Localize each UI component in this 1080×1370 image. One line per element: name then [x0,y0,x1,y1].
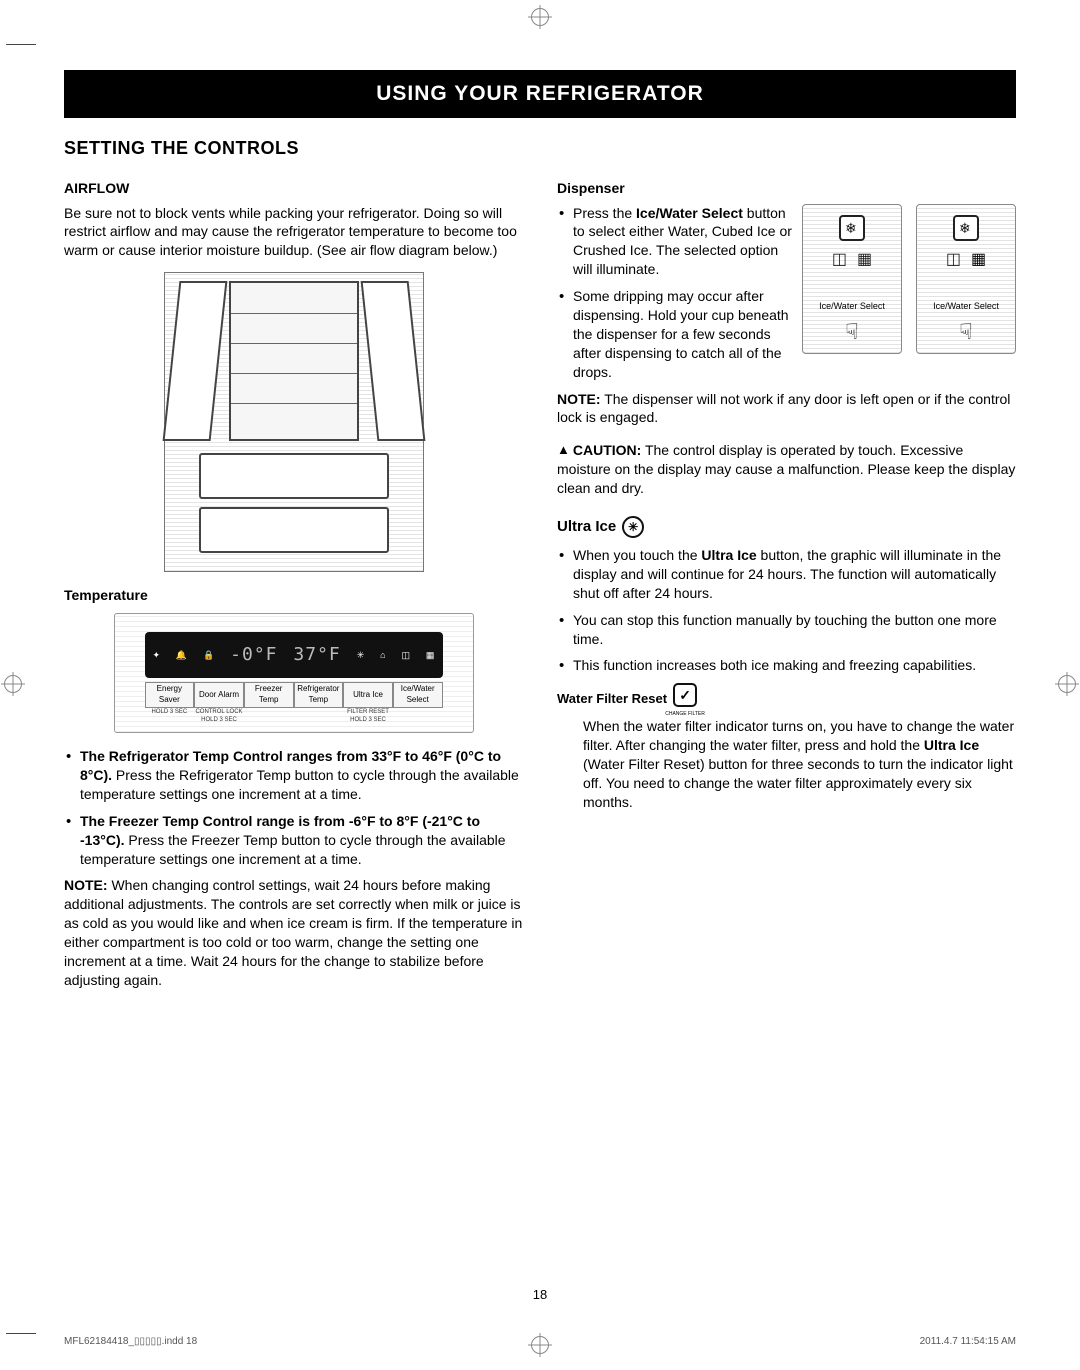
ultra-bullet-3: This function increases both ice making … [557,656,1016,675]
label-ultra: Ultra Ice [343,682,393,708]
filter-icon-tiny: CHANGE FILTER [665,711,705,718]
right-column: Dispenser ◫▦ Ice/Water Select ☟ ◫▦ Ice/W… [557,169,1016,998]
ultra-b1a: When you touch the [573,547,701,563]
ultra-ice-bullets: When you touch the Ultra Ice button, the… [557,546,1016,675]
footer-right: 2011.4.7 11:54:15 AM [920,1335,1016,1349]
footer: MFL62184418_▯▯▯▯▯.indd 18 2011.4.7 11:54… [64,1335,1016,1349]
temp-note-text: When changing control settings, wait 24 … [64,877,522,987]
panel-fridge-temp: 37°F [293,643,340,667]
ultra-bullet-1: When you touch the Ultra Ice button, the… [557,546,1016,603]
label-fridge: Refrigerator Temp [294,682,344,708]
sub-2 [244,708,294,722]
panel-freezer-temp: -0°F [230,643,277,667]
sub-4: FILTER RESET HOLD 3 SEC [343,708,393,722]
temp-bullet-1-rest: Press the Refrigerator Temp button to cy… [80,767,519,802]
panel-energy-icon: ✦ [152,649,160,661]
control-labels: Energy Saver Door Alarm Freezer Temp Ref… [145,682,443,708]
temp-note-label: NOTE: [64,877,108,893]
temp-bullet-1: The Refrigerator Temp Control ranges fro… [64,747,523,804]
water-filter-label: Water Filter Reset [557,690,667,708]
water-filter-icon: ✓CHANGE FILTER [673,683,697,707]
temp-bullet-2: The Freezer Temp Control range is from -… [64,812,523,869]
left-column: AIRFLOW Be sure not to block vents while… [64,169,523,998]
disp-note-label: NOTE: [557,391,601,407]
registration-mark-top [531,8,549,26]
control-sublabels: HOLD 3 SEC CONTROL LOCK HOLD 3 SEC FILTE… [145,708,443,722]
panel-ice2-icon: ▦ [426,649,435,661]
label-alarm: Door Alarm [194,682,244,708]
disp-b1b: Ice/Water Select [636,205,743,221]
title-bar: USING YOUR REFRIGERATOR [64,70,1016,118]
filter-text-c: (Water Filter Reset) button for three se… [583,756,1013,810]
sub-3 [294,708,344,722]
filter-text-b: Ultra Ice [924,737,979,753]
ultra-ice-label: Ultra Ice [557,517,616,537]
panel-lock-icon: 🔒 [203,649,214,661]
control-panel-diagram: ✦ 🔔 🔒 -0°F 37°F ✳ ⌂ ◫ ▦ Energy Saver Doo… [114,613,474,733]
panel-ultra-icon: ✳ [357,649,365,661]
sub-1: CONTROL LOCK HOLD 3 SEC [194,708,244,722]
disp-b1a: Press the [573,205,636,221]
label-icewater: Ice/Water Select [393,682,443,708]
airflow-heading: AIRFLOW [64,179,523,198]
disp-bullet-1: Press the Ice/Water Select button to sel… [557,204,1016,280]
ultra-bullet-2: You can stop this function manually by t… [557,611,1016,649]
label-energy: Energy Saver [145,682,195,708]
disp-note-text: The dispenser will not work if any door … [557,391,1010,426]
registration-mark-right [1058,675,1076,693]
panel-ice1-icon: ◫ [401,649,410,661]
dispenser-heading: Dispenser [557,179,1016,198]
water-filter-text: When the water filter indicator turns on… [557,717,1016,811]
temperature-heading: Temperature [64,586,523,605]
temperature-bullets: The Refrigerator Temp Control ranges fro… [64,747,523,868]
sub-5 [393,708,443,722]
page-number: 18 [533,1286,547,1304]
airflow-text: Be sure not to block vents while packing… [64,204,523,261]
temp-bullet-2-rest: Press the Freezer Temp button to cycle t… [80,832,506,867]
section-heading: SETTING THE CONTROLS [64,136,1016,160]
ultra-b1b: Ultra Ice [701,547,756,563]
temp-note: NOTE: When changing control settings, wa… [64,876,523,989]
sub-0: HOLD 3 SEC [145,708,195,722]
caution-label: CAUTION: [557,442,641,458]
airflow-diagram [164,272,424,572]
ultra-ice-heading: Ultra Ice ✳ [557,516,1016,538]
panel-filter-icon: ⌂ [380,649,385,661]
panel-alarm-icon: 🔔 [176,649,187,661]
dispenser-bullets: Press the Ice/Water Select button to sel… [557,204,1016,382]
dispenser-note: NOTE: The dispenser will not work if any… [557,390,1016,428]
water-filter-heading: Water Filter Reset ✓CHANGE FILTER [557,683,1016,707]
footer-left: MFL62184418_▯▯▯▯▯.indd 18 [64,1335,197,1349]
registration-mark-left [4,675,22,693]
caution-paragraph: CAUTION: The control display is operated… [557,441,1016,498]
ultra-ice-icon: ✳ [622,516,644,538]
disp-bullet-2: Some dripping may occur after dispensing… [557,287,1016,381]
label-freezer: Freezer Temp [244,682,294,708]
page-content: USING YOUR REFRIGERATOR SETTING THE CONT… [64,70,1016,1310]
